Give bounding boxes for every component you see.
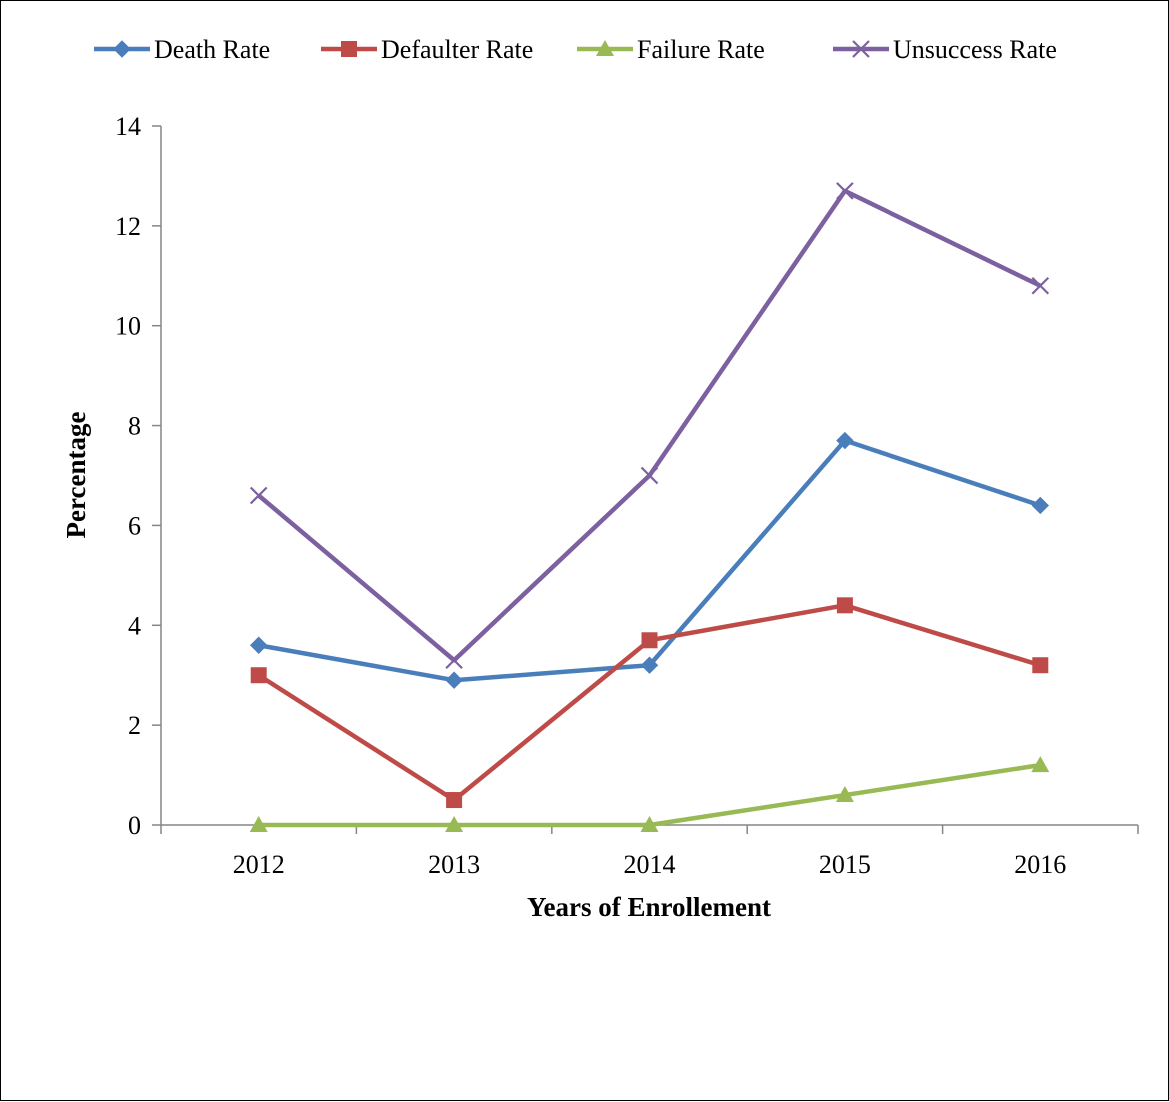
series-defaulter-rate bbox=[250, 597, 1049, 809]
data-point bbox=[836, 182, 854, 200]
data-point bbox=[640, 466, 659, 485]
legend-label: Defaulter Rate bbox=[381, 35, 533, 64]
x-axis-title: Years of Enrollement bbox=[527, 892, 771, 922]
y-tick-label: 0 bbox=[128, 811, 141, 840]
x-tick-label: 2015 bbox=[819, 850, 871, 879]
series-layer bbox=[249, 182, 1050, 832]
data-point bbox=[249, 636, 268, 654]
data-point bbox=[249, 486, 268, 505]
legend-marker bbox=[341, 41, 357, 57]
data-point bbox=[1032, 657, 1049, 674]
data-point bbox=[250, 667, 267, 684]
data-point bbox=[641, 632, 658, 649]
legend-label: Death Rate bbox=[154, 35, 270, 64]
data-point bbox=[249, 816, 268, 832]
legend-marker bbox=[852, 40, 870, 58]
y-tick-label: 14 bbox=[115, 112, 141, 141]
y-tick-label: 2 bbox=[128, 711, 141, 740]
axes: 0 2 4 6 8 10 12 14 2012 2013 2014 2015 2016 bbox=[115, 112, 1139, 879]
data-point bbox=[445, 651, 463, 670]
x-tick-label: 2012 bbox=[233, 850, 285, 879]
legend-entry: Failure Rate bbox=[577, 35, 765, 64]
y-tick-label: 10 bbox=[115, 312, 141, 341]
series-death-rate bbox=[249, 431, 1050, 689]
data-point bbox=[1031, 496, 1050, 515]
data-point bbox=[836, 431, 854, 450]
x-tick-label: 2016 bbox=[1014, 850, 1066, 879]
data-point bbox=[640, 816, 659, 832]
y-tick-label: 12 bbox=[115, 212, 141, 241]
series-line bbox=[257, 188, 1042, 663]
x-tick-label: 2013 bbox=[428, 850, 480, 879]
data-point bbox=[640, 656, 659, 674]
series-unsuccess-rate bbox=[249, 182, 1050, 670]
data-point bbox=[1031, 276, 1050, 295]
legend-label: Failure Rate bbox=[637, 35, 765, 64]
data-point bbox=[836, 597, 853, 614]
data-point bbox=[446, 792, 463, 809]
y-tick-label: 6 bbox=[128, 511, 141, 540]
legend-entry: Unsuccess Rate bbox=[833, 35, 1057, 64]
data-point bbox=[835, 786, 854, 803]
legend-label: Unsuccess Rate bbox=[893, 35, 1057, 64]
legend-entry: Death Rate bbox=[94, 35, 270, 64]
y-axis-title: Percentage bbox=[61, 412, 91, 539]
series-failure-rate bbox=[249, 756, 1050, 832]
legend-entry: Defaulter Rate bbox=[321, 35, 533, 64]
legend-marker bbox=[113, 40, 131, 58]
data-point bbox=[1031, 756, 1050, 773]
legend: Death Rate Defaulter Rate Failure Rate Unsu… bbox=[94, 35, 1057, 64]
legend-marker bbox=[596, 40, 614, 56]
y-tick-label: 8 bbox=[128, 412, 141, 441]
y-tick-label: 4 bbox=[128, 611, 141, 640]
data-point bbox=[445, 816, 464, 832]
data-point bbox=[445, 671, 463, 689]
x-tick-label: 2014 bbox=[624, 850, 676, 879]
